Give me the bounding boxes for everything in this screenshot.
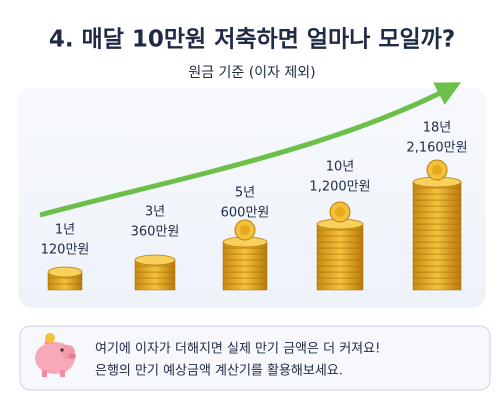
coin (316, 283, 364, 291)
period-label: 5년 (235, 186, 255, 201)
period-label: 10년 (326, 160, 355, 175)
coin (412, 283, 462, 291)
coin (316, 253, 364, 261)
coin-token-inner (240, 225, 250, 235)
period-label: 1년 (55, 223, 75, 238)
coin-top (134, 254, 176, 266)
coin (412, 223, 462, 231)
note-box (19, 325, 491, 391)
coin (412, 241, 462, 249)
coin (222, 283, 268, 291)
panel (18, 88, 486, 308)
note-line: 은행의 만기 예상금액 계산기를 활용해보세요. (95, 363, 343, 379)
coin (412, 253, 462, 261)
coin (412, 247, 462, 255)
coin (316, 241, 364, 249)
stacks (47, 159, 462, 291)
coin (412, 271, 462, 279)
coin (316, 229, 364, 237)
coin (47, 283, 83, 291)
coin (412, 187, 462, 195)
amount-label: 1,200만원 (309, 180, 370, 195)
coin (412, 259, 462, 267)
coin (412, 199, 462, 207)
coin (222, 265, 268, 273)
amount-label: 120만원 (41, 243, 90, 258)
coin-top (47, 266, 83, 278)
coin (134, 265, 176, 273)
coin (222, 259, 268, 267)
coin-token-inner (335, 207, 345, 217)
coin (412, 277, 462, 285)
coin (412, 235, 462, 243)
coin (412, 211, 462, 219)
growth-arrow (39, 82, 462, 218)
coin (134, 277, 176, 285)
amount-label: 2,160만원 (406, 141, 467, 156)
coin (134, 283, 176, 291)
title: 4. 매달 10만원 저축하면 얼마나 모일까? (49, 27, 455, 53)
period-label: 18년 (423, 121, 452, 136)
subtitle: 원금 기준 (이자 제외) (188, 65, 315, 81)
coin (316, 271, 364, 279)
coin (316, 265, 364, 273)
coin (412, 193, 462, 201)
coin (316, 277, 364, 285)
coin (222, 277, 268, 285)
coin (47, 277, 83, 285)
coin (134, 271, 176, 279)
coin (222, 247, 268, 255)
coin (316, 259, 364, 267)
coin (412, 229, 462, 237)
coin (412, 265, 462, 273)
amount-label: 600만원 (221, 206, 270, 221)
coin (222, 253, 268, 261)
coin (412, 217, 462, 225)
coin (316, 235, 364, 243)
coin (222, 271, 268, 279)
coin-token-inner (432, 165, 442, 175)
piggy-icon (35, 333, 76, 377)
note-line: 여기에 이자가 더해지면 실제 만기 금액은 더 커져요! (95, 342, 380, 357)
period-label: 3년 (145, 205, 165, 220)
coin (316, 247, 364, 255)
amount-label: 360만원 (131, 225, 180, 240)
coin (412, 205, 462, 213)
